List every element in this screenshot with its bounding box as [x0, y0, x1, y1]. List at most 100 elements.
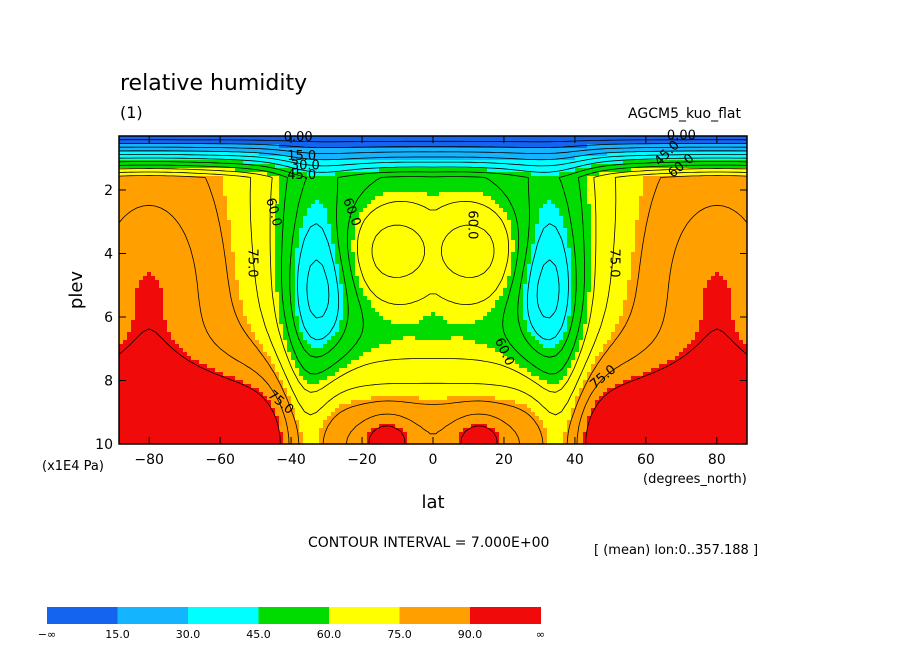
field-cell [711, 164, 716, 169]
field-cell [431, 192, 436, 197]
field-cell [679, 176, 684, 181]
field-cell [723, 188, 728, 193]
field-cell [355, 220, 360, 225]
field-cell [339, 176, 344, 181]
field-cell [427, 252, 432, 257]
field-cell [287, 196, 292, 201]
field-cell [611, 140, 616, 145]
field-cell [263, 256, 268, 261]
field-cell [167, 140, 172, 145]
field-cell [307, 144, 312, 149]
field-cell [499, 140, 504, 145]
field-cell [583, 244, 588, 249]
field-cell [607, 160, 612, 165]
field-cell [151, 220, 156, 225]
field-cell [355, 232, 360, 237]
field-cell [743, 200, 747, 205]
field-cell [687, 192, 692, 197]
field-cell [723, 196, 728, 201]
field-cell [143, 136, 148, 141]
field-cell [551, 156, 556, 161]
field-cell [547, 200, 552, 205]
field-cell [551, 200, 556, 205]
field-cell [543, 144, 548, 149]
field-cell [239, 232, 244, 237]
field-cell [235, 184, 240, 189]
field-cell [691, 204, 696, 209]
field-cell [419, 216, 424, 221]
field-cell [547, 212, 552, 217]
field-cell [231, 236, 236, 241]
field-cell [491, 232, 496, 237]
field-cell [515, 248, 520, 253]
field-cell [583, 240, 588, 245]
field-cell [383, 244, 388, 249]
field-cell [395, 256, 400, 261]
field-cell [519, 220, 524, 225]
field-cell [247, 164, 252, 169]
field-cell [439, 204, 444, 209]
field-cell [231, 216, 236, 221]
field-cell [635, 144, 640, 149]
field-cell [483, 244, 488, 249]
field-cell [435, 164, 440, 169]
field-cell [703, 240, 708, 245]
field-cell [355, 148, 360, 153]
field-cell [387, 252, 392, 257]
field-cell [319, 136, 324, 141]
field-cell [531, 156, 536, 161]
field-cell [127, 224, 132, 229]
field-cell [323, 212, 328, 217]
field-cell [495, 192, 500, 197]
field-cell [515, 192, 520, 197]
field-cell [315, 160, 320, 165]
field-cell [555, 192, 560, 197]
field-cell [351, 212, 356, 217]
field-cell [663, 180, 668, 185]
field-cell [675, 148, 680, 153]
field-cell [335, 180, 340, 185]
field-cell [135, 252, 140, 257]
field-cell [135, 148, 140, 153]
field-cell [659, 204, 664, 209]
field-cell [699, 172, 704, 177]
field-cell [683, 144, 688, 149]
field-cell [615, 156, 620, 161]
field-cell [355, 180, 360, 185]
field-cell [415, 140, 420, 145]
field-cell [343, 196, 348, 201]
field-cell [451, 240, 456, 245]
field-cell [531, 140, 536, 145]
field-cell [615, 144, 620, 149]
field-cell [151, 228, 156, 233]
field-cell [143, 164, 148, 169]
field-cell [143, 224, 148, 229]
field-cell [639, 256, 644, 261]
field-cell [651, 236, 656, 241]
field-cell [427, 188, 432, 193]
field-cell [735, 140, 740, 145]
field-cell [499, 144, 504, 149]
field-cell [619, 208, 624, 213]
field-cell [703, 172, 708, 177]
field-cell [495, 248, 500, 253]
field-cell [587, 228, 592, 233]
field-cell [483, 188, 488, 193]
field-cell [487, 184, 492, 189]
field-cell [335, 240, 340, 245]
field-cell [519, 144, 524, 149]
field-cell [675, 136, 680, 141]
field-cell [623, 236, 628, 241]
field-cell [659, 244, 664, 249]
field-cell [443, 252, 448, 257]
field-cell [715, 212, 720, 217]
field-cell [507, 176, 512, 181]
field-cell [231, 180, 236, 185]
field-cell [191, 204, 196, 209]
field-cell [271, 184, 276, 189]
field-cell [603, 184, 608, 189]
field-cell [423, 180, 428, 185]
field-cell [243, 144, 248, 149]
field-cell [535, 256, 540, 261]
field-cell [195, 212, 200, 217]
